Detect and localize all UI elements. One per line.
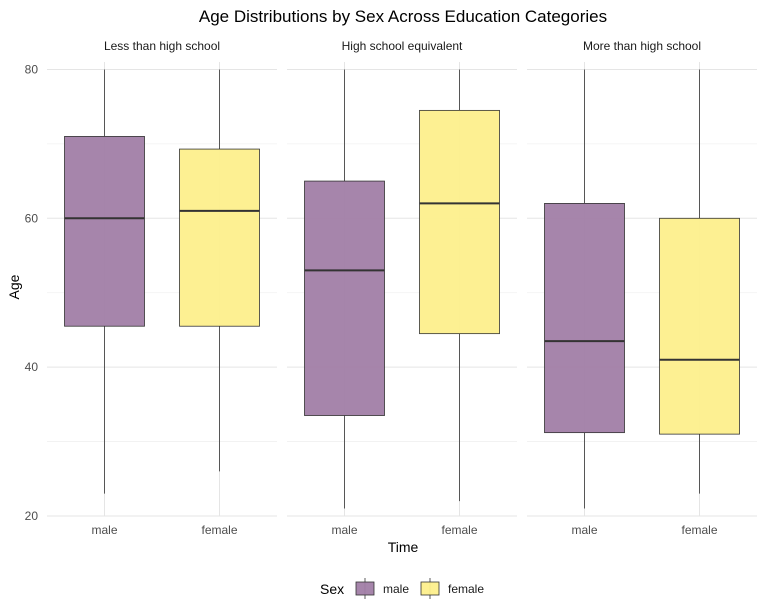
panel: High school equivalent male female — [287, 39, 517, 537]
panel: Less than high school male female — [47, 39, 277, 537]
x-axis-title: Time — [388, 539, 419, 555]
legend-swatch-male — [355, 581, 375, 596]
y-tick-label: 60 — [25, 211, 39, 225]
legend-key-female — [420, 578, 440, 599]
chart-title: Age Distributions by Sex Across Educatio… — [199, 7, 607, 26]
legend-swatch-female — [420, 581, 440, 596]
y-axis: 20 40 60 80 — [25, 62, 39, 523]
box-female-body — [419, 109, 500, 335]
x-tick-label: male — [571, 523, 597, 537]
y-tick-label: 20 — [25, 509, 39, 523]
legend-label-female: female — [448, 582, 484, 596]
box-female — [419, 69, 500, 502]
box-female — [659, 69, 740, 494]
x-tick-label: female — [441, 523, 477, 537]
y-tick-label: 80 — [25, 62, 39, 76]
facet-label: More than high school — [583, 39, 701, 53]
y-axis-title: Age — [6, 274, 22, 299]
box-female-body — [179, 148, 260, 327]
box-male — [64, 69, 145, 494]
facet-label: High school equivalent — [342, 39, 463, 53]
legend-key-male — [355, 578, 375, 599]
facet-label: Less than high school — [104, 39, 220, 53]
box-male-body — [544, 203, 625, 434]
x-tick-label: male — [91, 523, 117, 537]
legend-label-male: male — [383, 582, 409, 596]
legend-title: Sex — [320, 581, 344, 597]
x-tick-label: male — [331, 523, 357, 537]
box-male-body — [304, 180, 385, 416]
box-male — [544, 69, 625, 509]
legend: Sex male female — [320, 578, 484, 599]
x-tick-label: female — [201, 523, 237, 537]
x-tick-label: female — [681, 523, 717, 537]
box-female — [179, 69, 260, 472]
box-male — [304, 69, 385, 509]
y-tick-label: 40 — [25, 360, 39, 374]
box-male-body — [64, 136, 145, 327]
box-female-body — [659, 217, 740, 435]
panel: More than high school male female — [527, 39, 757, 537]
